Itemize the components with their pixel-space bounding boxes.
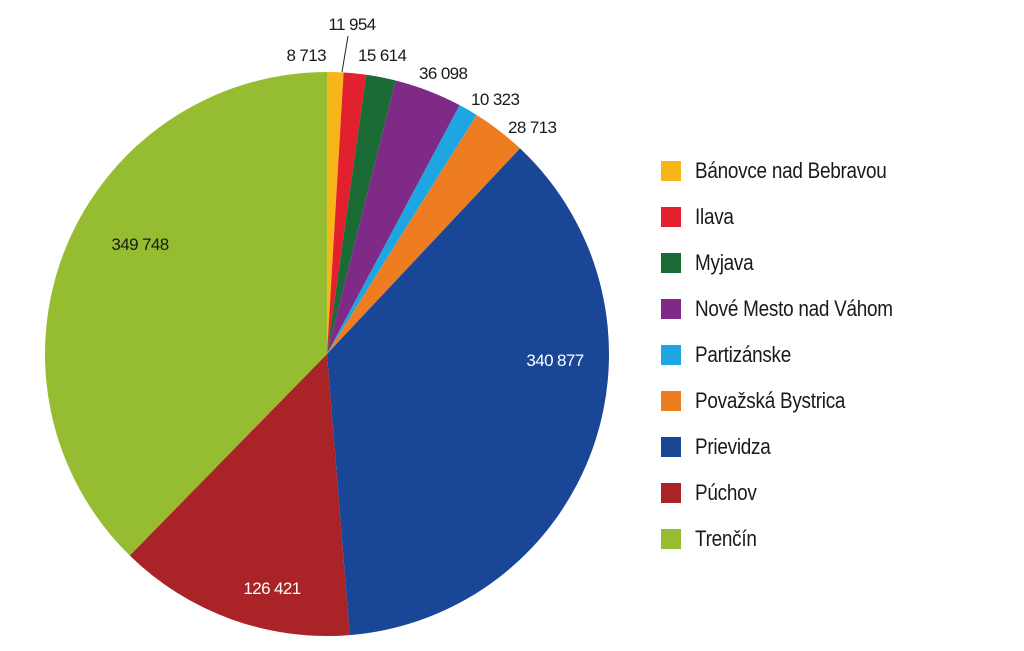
slice-value-label: 8 713 [286,46,326,65]
legend-swatch [661,483,681,503]
legend-label: Púchov [695,480,757,505]
pie-slice [129,354,350,637]
legend-label: Považská Bystrica [695,388,846,413]
slice-value-label: 349 748 [111,235,168,254]
legend-label: Trenčín [695,526,757,551]
legend-label: Prievidza [695,434,771,459]
pie-slice [327,74,396,354]
legend-item-partizanske: Partizánske [661,332,925,378]
legend-item-nove-mesto: Nové Mesto nad Váhom [661,286,925,332]
legend-item-ilava: Ilava [661,194,925,240]
pie-slice [327,105,477,354]
slice-value-label: 36 098 [419,64,468,83]
legend-item-myjava: Myjava [661,240,925,286]
legend: Bánovce nad Bebravou Ilava Myjava Nové M… [661,148,925,562]
legend-swatch [661,161,681,181]
leader-line [341,35,349,73]
legend-label: Bánovce nad Bebravou [695,158,887,183]
pie-slice [327,72,367,355]
pie-slice [327,72,344,354]
legend-item-trencin: Trenčín [661,516,925,562]
slice-value-label: 28 713 [508,118,557,137]
legend-swatch [661,345,681,365]
slice-value-label: 15 614 [358,46,407,65]
legend-swatch [661,391,681,411]
pie-slice [327,80,460,355]
legend-item-prievidza: Prievidza [661,424,925,470]
pie-slice [44,71,328,556]
legend-label: Myjava [695,250,754,275]
legend-swatch [661,529,681,549]
legend-swatch [661,299,681,319]
slice-value-label: 10 323 [471,90,520,109]
legend-item-povazska-bystrica: Považská Bystrica [661,378,925,424]
slice-value-label: 340 877 [526,351,583,370]
legend-item-puchov: Púchov [661,470,925,516]
pie-slice [327,148,609,636]
legend-label: Nové Mesto nad Váhom [695,296,893,321]
legend-label: Ilava [695,204,734,229]
legend-swatch [661,207,681,227]
slice-value-label: 11 954 [328,15,375,34]
legend-swatch [661,253,681,273]
legend-label: Partizánske [695,342,792,367]
legend-swatch [661,437,681,457]
pie-slice [327,115,521,355]
slice-value-label: 126 421 [243,579,300,598]
legend-item-banovce: Bánovce nad Bebravou [661,148,925,194]
pie-slices [44,71,609,637]
